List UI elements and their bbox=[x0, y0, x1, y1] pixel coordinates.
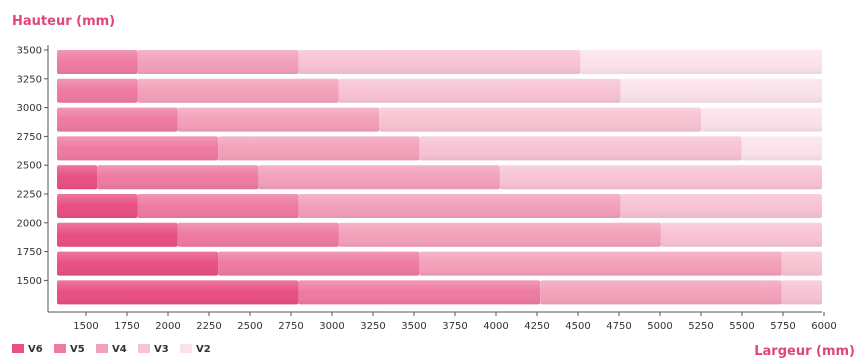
bar-shade bbox=[338, 78, 621, 103]
x-tick-label-1750: 1750 bbox=[114, 321, 139, 332]
bar-shade bbox=[298, 194, 621, 218]
y-axis-title: Hauteur (mm) bbox=[12, 14, 115, 29]
x-tick-label-4500: 4500 bbox=[565, 321, 590, 332]
legend-label-v3: V3 bbox=[154, 344, 169, 355]
bar-shade bbox=[419, 136, 742, 161]
legend: V6 V5 V4 V3 V2 bbox=[12, 344, 211, 355]
y-tick-label-1750: 1750 bbox=[17, 247, 42, 258]
bar-shade bbox=[177, 222, 339, 247]
bar-shade bbox=[57, 194, 138, 218]
x-tick-label-2250: 2250 bbox=[196, 321, 221, 332]
x-tick-label-2750: 2750 bbox=[278, 321, 303, 332]
x-tick-label-5250: 5250 bbox=[688, 321, 713, 332]
legend-label-v5: V5 bbox=[70, 344, 85, 355]
y-tick-label-3500: 3500 bbox=[17, 46, 42, 57]
bar-shade bbox=[57, 50, 138, 74]
x-tick-label-3250: 3250 bbox=[360, 321, 385, 332]
bar-shade bbox=[781, 251, 822, 276]
y-tick-label-1500: 1500 bbox=[17, 276, 42, 287]
axes-layer bbox=[44, 45, 825, 316]
bar-shade bbox=[57, 78, 138, 103]
x-tick-label-5000: 5000 bbox=[647, 321, 672, 332]
bar-shade bbox=[57, 251, 219, 276]
y-tick-label-2500: 2500 bbox=[17, 161, 42, 172]
bar-shade bbox=[379, 107, 702, 132]
bar-shade bbox=[499, 165, 822, 190]
bar-shade bbox=[580, 50, 822, 74]
bar-shade bbox=[137, 194, 299, 218]
bar-shade bbox=[57, 222, 178, 247]
bar-shade bbox=[540, 280, 782, 305]
bar-shade bbox=[57, 107, 178, 132]
x-axis-title: Largeur (mm) bbox=[754, 344, 855, 358]
bar-shade bbox=[258, 165, 500, 190]
x-tick-label-4250: 4250 bbox=[524, 321, 549, 332]
bar-shade bbox=[137, 78, 339, 103]
bar-shade bbox=[781, 280, 822, 305]
y-tick-labels: 3500 3250 3000 2750 2500 2250 2000 1750 1500 bbox=[17, 46, 42, 287]
legend-swatch-v3 bbox=[138, 344, 150, 353]
bar-shade bbox=[419, 251, 782, 276]
bar-shade bbox=[298, 50, 581, 74]
x-tick-label-5500: 5500 bbox=[729, 321, 754, 332]
bar-shade bbox=[57, 280, 299, 305]
x-tick-label-2500: 2500 bbox=[237, 321, 262, 332]
y-tick-label-3000: 3000 bbox=[17, 103, 42, 114]
bar-shade bbox=[620, 194, 822, 218]
bar-shade bbox=[338, 222, 661, 247]
bar-shade bbox=[701, 107, 822, 132]
x-tick-label-5750: 5750 bbox=[770, 321, 795, 332]
bar-shade bbox=[218, 251, 420, 276]
bar-shade bbox=[620, 78, 822, 103]
x-tick-label-3000: 3000 bbox=[319, 321, 344, 332]
bar-shade bbox=[218, 136, 420, 161]
legend-swatch-v4 bbox=[96, 344, 108, 353]
x-tick-label-4750: 4750 bbox=[606, 321, 631, 332]
bar-shade bbox=[97, 165, 259, 190]
x-tick-label-4000: 4000 bbox=[483, 321, 508, 332]
x-tick-labels: 1500 1750 2000 2250 2500 2750 3000 3250 3500 3750… bbox=[73, 321, 836, 332]
y-tick-label-2000: 2000 bbox=[17, 218, 42, 229]
bars-layer bbox=[57, 50, 822, 305]
bar-shade bbox=[741, 136, 822, 161]
x-tick-label-3750: 3750 bbox=[442, 321, 467, 332]
legend-swatch-v6 bbox=[12, 344, 24, 353]
legend-swatch-v2 bbox=[180, 344, 192, 353]
legend-label-v4: V4 bbox=[112, 344, 127, 355]
bar-shade bbox=[57, 136, 219, 161]
y-tick-label-3250: 3250 bbox=[17, 74, 42, 85]
legend-label-v6: V6 bbox=[28, 344, 43, 355]
x-tick-label-2000: 2000 bbox=[155, 321, 180, 332]
legend-label-v2: V2 bbox=[196, 344, 211, 355]
bar-shade bbox=[177, 107, 380, 132]
bar-shade bbox=[660, 222, 822, 247]
y-tick-label-2750: 2750 bbox=[17, 132, 42, 143]
legend-swatch-v5 bbox=[54, 344, 66, 353]
x-tick-label-3500: 3500 bbox=[401, 321, 426, 332]
bar-shade bbox=[298, 280, 541, 305]
bar-shade bbox=[57, 165, 98, 190]
y-tick-label-2250: 2250 bbox=[17, 190, 42, 201]
x-tick-label-1500: 1500 bbox=[73, 321, 98, 332]
x-tick-label-6000: 6000 bbox=[811, 321, 836, 332]
bar-shade bbox=[137, 50, 299, 74]
